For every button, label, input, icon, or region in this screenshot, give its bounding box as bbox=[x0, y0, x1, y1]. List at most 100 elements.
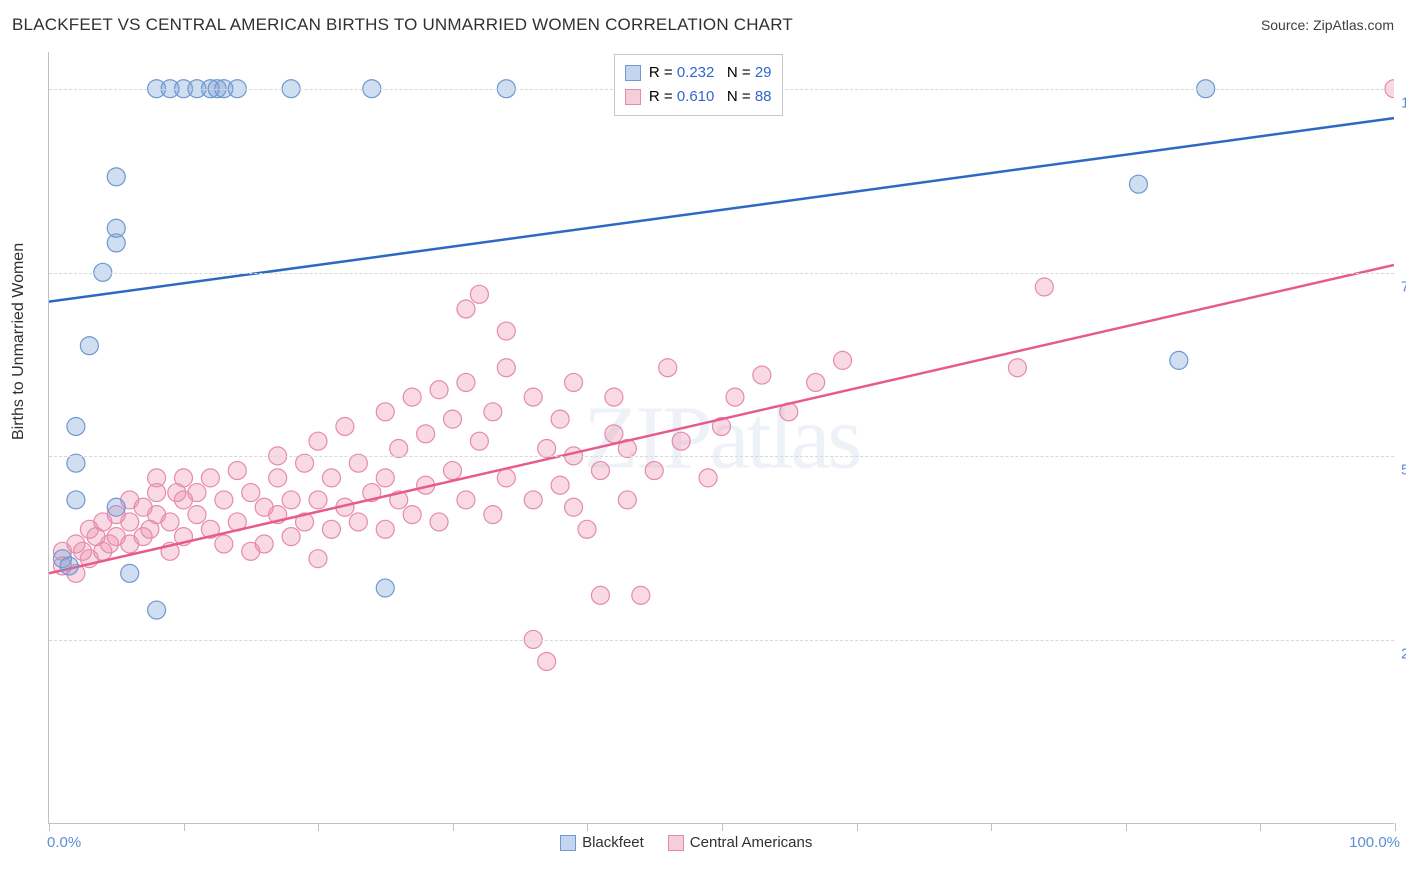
data-point-central bbox=[282, 528, 300, 546]
data-point-central bbox=[497, 469, 515, 487]
data-point-central bbox=[524, 388, 542, 406]
data-point-blackfeet bbox=[376, 579, 394, 597]
source-label: Source: ZipAtlas.com bbox=[1261, 17, 1394, 33]
data-point-central bbox=[322, 469, 340, 487]
x-tick bbox=[49, 823, 50, 831]
data-point-central bbox=[242, 484, 260, 502]
legend-swatch-central bbox=[668, 835, 684, 851]
data-point-central bbox=[484, 403, 502, 421]
data-point-central bbox=[497, 359, 515, 377]
data-point-central bbox=[376, 520, 394, 538]
legend-bottom: Blackfeet Central Americans bbox=[560, 834, 812, 851]
data-point-central bbox=[538, 652, 556, 670]
data-point-central bbox=[591, 462, 609, 480]
data-point-central bbox=[807, 373, 825, 391]
data-point-blackfeet bbox=[1129, 175, 1147, 193]
data-point-central bbox=[430, 381, 448, 399]
data-point-central bbox=[228, 462, 246, 480]
data-point-central bbox=[457, 300, 475, 318]
trend-line-blackfeet bbox=[49, 118, 1394, 302]
data-point-central bbox=[659, 359, 677, 377]
chart-svg bbox=[49, 52, 1394, 823]
data-point-central bbox=[457, 491, 475, 509]
data-point-central bbox=[672, 432, 690, 450]
data-point-central bbox=[565, 498, 583, 516]
data-point-central bbox=[618, 491, 636, 509]
data-point-blackfeet bbox=[60, 557, 78, 575]
data-point-central bbox=[484, 506, 502, 524]
gridline bbox=[49, 456, 1394, 457]
data-point-central bbox=[699, 469, 717, 487]
y-tick-label: 75.0% bbox=[1401, 278, 1406, 295]
data-point-central bbox=[578, 520, 596, 538]
y-tick-label: 50.0% bbox=[1401, 462, 1406, 479]
x-tick-label: 100.0% bbox=[1345, 834, 1400, 851]
data-point-central bbox=[309, 550, 327, 568]
data-point-central bbox=[551, 476, 569, 494]
x-tick bbox=[453, 823, 454, 831]
plot-area: ZIPatlas R = 0.232 N = 29 R = 0.610 N = … bbox=[48, 52, 1394, 824]
data-point-blackfeet bbox=[121, 564, 139, 582]
data-point-central bbox=[551, 410, 569, 428]
trend-line-central bbox=[49, 265, 1394, 573]
chart-title: BLACKFEET VS CENTRAL AMERICAN BIRTHS TO … bbox=[12, 15, 793, 35]
data-point-blackfeet bbox=[148, 601, 166, 619]
x-tick bbox=[1395, 823, 1396, 831]
data-point-central bbox=[376, 403, 394, 421]
data-point-blackfeet bbox=[67, 417, 85, 435]
legend-swatch-blackfeet bbox=[625, 65, 641, 81]
data-point-central bbox=[417, 425, 435, 443]
data-point-central bbox=[215, 535, 233, 553]
data-point-blackfeet bbox=[1170, 351, 1188, 369]
data-point-central bbox=[309, 491, 327, 509]
data-point-central bbox=[565, 373, 583, 391]
data-point-central bbox=[1035, 278, 1053, 296]
data-point-central bbox=[470, 285, 488, 303]
data-point-central bbox=[538, 440, 556, 458]
data-point-central bbox=[390, 440, 408, 458]
data-point-blackfeet bbox=[80, 337, 98, 355]
legend-stats: R = 0.232 N = 29 R = 0.610 N = 88 bbox=[614, 54, 783, 116]
data-point-central bbox=[201, 469, 219, 487]
data-point-central bbox=[188, 484, 206, 502]
y-tick-label: 100.0% bbox=[1401, 94, 1406, 111]
data-point-blackfeet bbox=[107, 498, 125, 516]
data-point-central bbox=[255, 535, 273, 553]
x-tick bbox=[184, 823, 185, 831]
data-point-central bbox=[645, 462, 663, 480]
data-point-central bbox=[309, 432, 327, 450]
data-point-central bbox=[444, 410, 462, 428]
data-point-central bbox=[457, 373, 475, 391]
data-point-central bbox=[605, 425, 623, 443]
y-tick-label: 25.0% bbox=[1401, 646, 1406, 663]
data-point-central bbox=[322, 520, 340, 538]
data-point-central bbox=[403, 506, 421, 524]
data-point-central bbox=[430, 513, 448, 531]
legend-swatch-blackfeet bbox=[560, 835, 576, 851]
data-point-central bbox=[282, 491, 300, 509]
data-point-central bbox=[175, 469, 193, 487]
y-axis-title: Births to Unmarried Women bbox=[10, 243, 28, 440]
data-point-central bbox=[726, 388, 744, 406]
data-point-central bbox=[148, 469, 166, 487]
data-point-central bbox=[524, 491, 542, 509]
data-point-blackfeet bbox=[107, 219, 125, 237]
data-point-central bbox=[336, 417, 354, 435]
data-point-blackfeet bbox=[67, 491, 85, 509]
x-tick bbox=[1260, 823, 1261, 831]
data-point-central bbox=[605, 388, 623, 406]
data-point-central bbox=[403, 388, 421, 406]
data-point-central bbox=[215, 491, 233, 509]
data-point-central bbox=[349, 513, 367, 531]
data-point-central bbox=[188, 506, 206, 524]
x-tick bbox=[587, 823, 588, 831]
data-point-central bbox=[376, 469, 394, 487]
data-point-central bbox=[632, 586, 650, 604]
data-point-central bbox=[269, 469, 287, 487]
x-tick bbox=[1126, 823, 1127, 831]
x-tick-label: 0.0% bbox=[47, 834, 81, 851]
data-point-central bbox=[121, 513, 139, 531]
gridline bbox=[49, 273, 1394, 274]
gridline bbox=[49, 640, 1394, 641]
data-point-central bbox=[161, 513, 179, 531]
